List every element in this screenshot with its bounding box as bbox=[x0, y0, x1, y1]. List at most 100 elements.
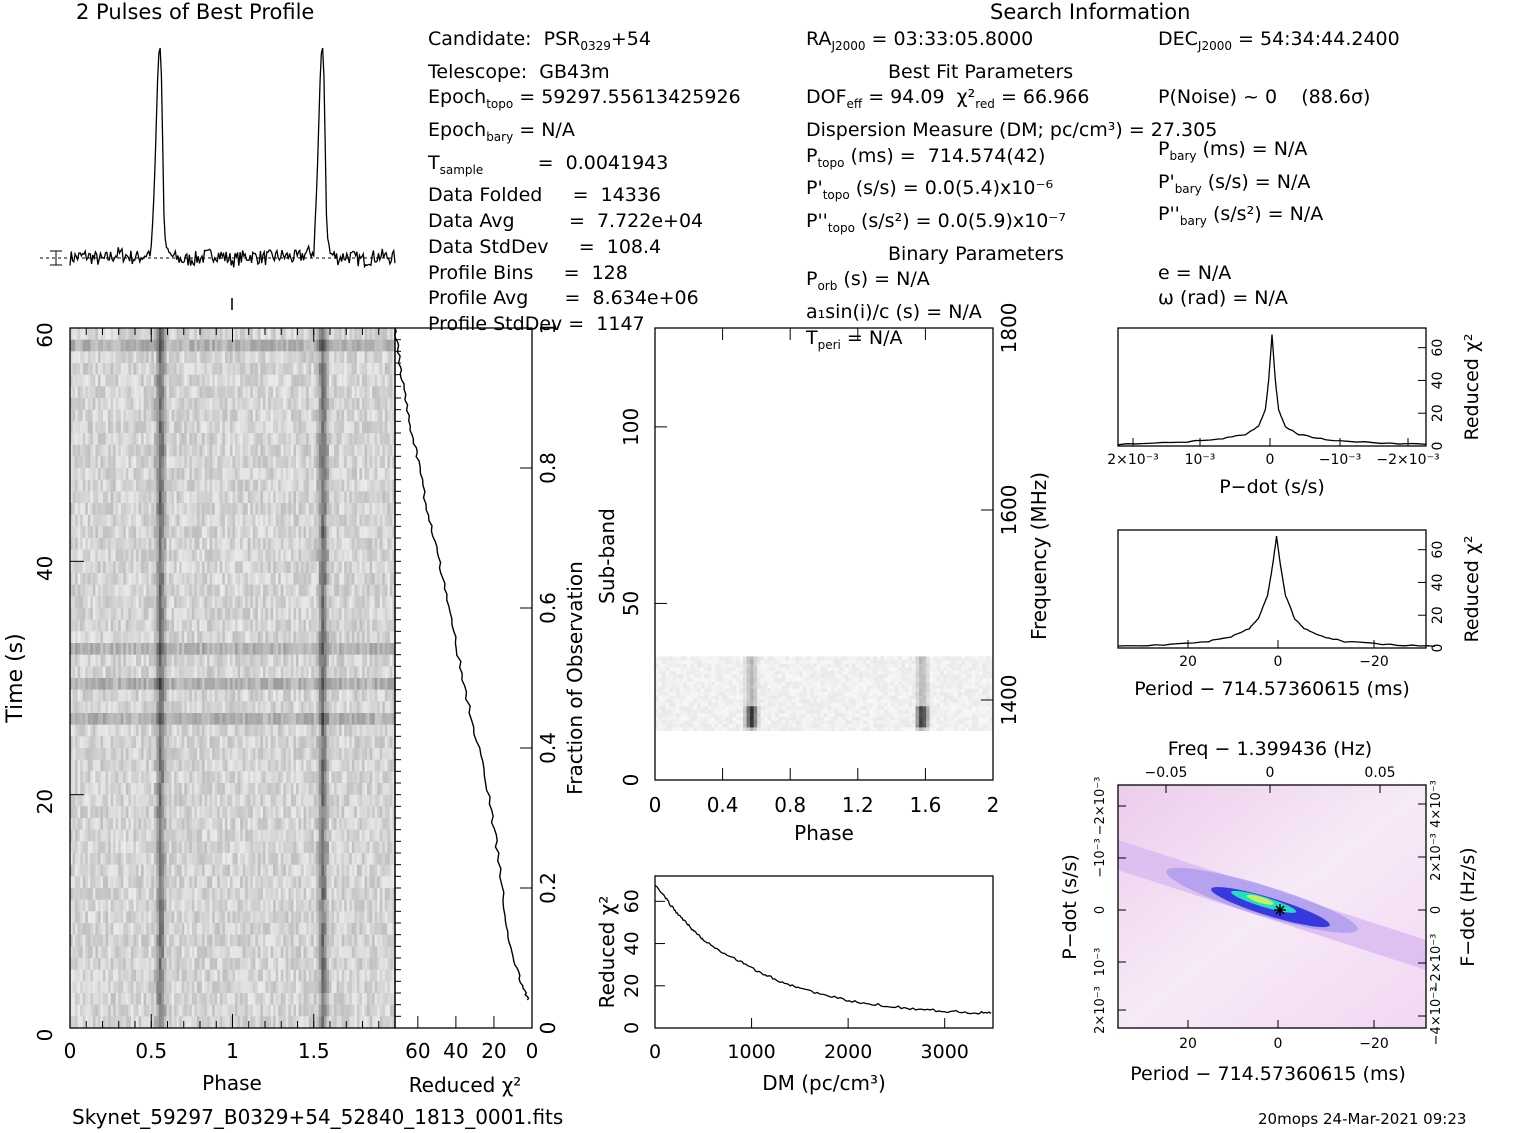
time-phase-cell bbox=[257, 596, 261, 609]
time-phase-cell bbox=[138, 713, 142, 726]
time-phase-cell bbox=[250, 561, 254, 574]
time-phase-cell bbox=[80, 724, 84, 737]
time-phase-cell bbox=[260, 538, 264, 551]
time-phase-cell bbox=[130, 549, 134, 562]
time-phase-cell bbox=[323, 666, 327, 679]
time-phase-cell bbox=[204, 526, 208, 539]
time-phase-cell bbox=[92, 584, 96, 597]
time-phase-cell bbox=[123, 608, 127, 621]
time-phase-cell bbox=[311, 491, 315, 504]
time-phase-cell bbox=[136, 678, 139, 691]
time-phase-cell bbox=[136, 503, 139, 516]
time-phase-cell bbox=[232, 444, 236, 457]
time-phase-cell bbox=[308, 433, 312, 446]
time-phase-cell bbox=[209, 759, 213, 772]
time-phase-cell bbox=[280, 421, 284, 434]
time-phase-cell bbox=[331, 409, 335, 422]
time-phase-cell bbox=[199, 689, 203, 702]
time-phase-cell bbox=[179, 386, 183, 399]
time-phase-cell bbox=[372, 351, 376, 364]
time-phase-cell bbox=[184, 479, 188, 492]
time-phase-cell bbox=[250, 386, 254, 399]
time-phase-cell bbox=[232, 363, 236, 376]
time-phase-cell bbox=[189, 736, 193, 749]
time-phase-cell bbox=[196, 444, 200, 457]
time-phase-cell bbox=[123, 736, 127, 749]
time-phase-cell bbox=[318, 514, 322, 527]
time-phase-cell bbox=[156, 386, 160, 399]
time-phase-cell bbox=[240, 421, 244, 434]
time-phase-cell bbox=[235, 468, 238, 481]
time-phase-cell bbox=[224, 328, 228, 341]
time-phase-cell bbox=[278, 584, 282, 597]
time-phase-cell bbox=[250, 503, 254, 516]
time-phase-cell bbox=[128, 771, 132, 784]
time-phase-cell bbox=[336, 456, 340, 469]
time-phase-cell bbox=[377, 409, 381, 422]
time-phase-cell bbox=[82, 409, 86, 422]
time-phase-cell bbox=[285, 328, 289, 341]
time-phase-cell bbox=[171, 666, 175, 679]
time-phase-cell bbox=[118, 654, 122, 667]
time-phase-cell bbox=[217, 666, 221, 679]
time-phase-cell bbox=[158, 409, 162, 422]
time-phase-cell bbox=[298, 631, 302, 644]
time-phase-cell bbox=[268, 549, 271, 562]
time-phase-cell bbox=[227, 643, 231, 656]
time-phase-cell bbox=[321, 549, 325, 562]
time-phase-cell bbox=[138, 771, 142, 784]
time-phase-cell bbox=[166, 584, 170, 597]
time-phase-cell bbox=[169, 748, 172, 761]
time-phase-cell bbox=[303, 666, 307, 679]
time-phase-cell bbox=[176, 374, 180, 387]
time-phase-cell bbox=[341, 444, 345, 457]
time-phase-cell bbox=[237, 666, 241, 679]
time-phase-cell bbox=[133, 759, 137, 772]
time-phase-cell bbox=[247, 386, 251, 399]
time-phase-cell bbox=[143, 363, 147, 376]
time-phase-cell bbox=[336, 374, 340, 387]
time-phase-cell bbox=[339, 433, 343, 446]
time-phase-cell bbox=[97, 351, 101, 364]
time-phase-cell bbox=[227, 608, 231, 621]
time-phase-cell bbox=[199, 771, 203, 784]
time-phase-cell bbox=[328, 608, 332, 621]
time-phase-cell bbox=[171, 713, 175, 726]
time-phase-cell bbox=[273, 654, 277, 667]
time-phase-cell bbox=[189, 584, 193, 597]
time-phase-cell bbox=[80, 631, 84, 644]
time-phase-cell bbox=[217, 374, 221, 387]
time-phase-cell bbox=[336, 596, 340, 609]
time-phase-cell bbox=[384, 689, 388, 702]
time-phase-cell bbox=[222, 561, 226, 574]
time-phase-cell bbox=[110, 339, 114, 352]
time-phase-cell bbox=[232, 538, 236, 551]
time-phase-cell bbox=[382, 678, 386, 691]
time-phase-cell bbox=[123, 491, 127, 504]
time-phase-cell bbox=[151, 456, 155, 469]
time-phase-cell bbox=[336, 444, 340, 457]
time-phase-cell bbox=[303, 328, 307, 341]
time-phase-cell bbox=[214, 479, 218, 492]
time-phase-cell bbox=[280, 526, 284, 539]
time-phase-cell bbox=[224, 666, 228, 679]
time-phase-cell bbox=[301, 643, 304, 656]
time-phase-cell bbox=[70, 678, 73, 691]
time-phase-cell bbox=[311, 608, 315, 621]
time-phase-cell bbox=[384, 596, 388, 609]
time-phase-cell bbox=[176, 351, 180, 364]
time-phase-cell bbox=[161, 456, 165, 469]
time-phase-cell bbox=[128, 328, 132, 341]
time-phase-cell bbox=[224, 398, 228, 411]
time-phase-cell bbox=[346, 468, 350, 481]
time-phase-cell bbox=[174, 351, 178, 364]
time-phase-cell bbox=[247, 409, 251, 422]
time-phase-cell bbox=[72, 736, 76, 749]
time-phase-cell bbox=[100, 363, 104, 376]
time-phase-cell bbox=[80, 689, 84, 702]
time-phase-cell bbox=[87, 759, 91, 772]
time-phase-cell bbox=[229, 608, 233, 621]
time-phase-cell bbox=[321, 351, 325, 364]
time-phase-cell bbox=[237, 339, 241, 352]
